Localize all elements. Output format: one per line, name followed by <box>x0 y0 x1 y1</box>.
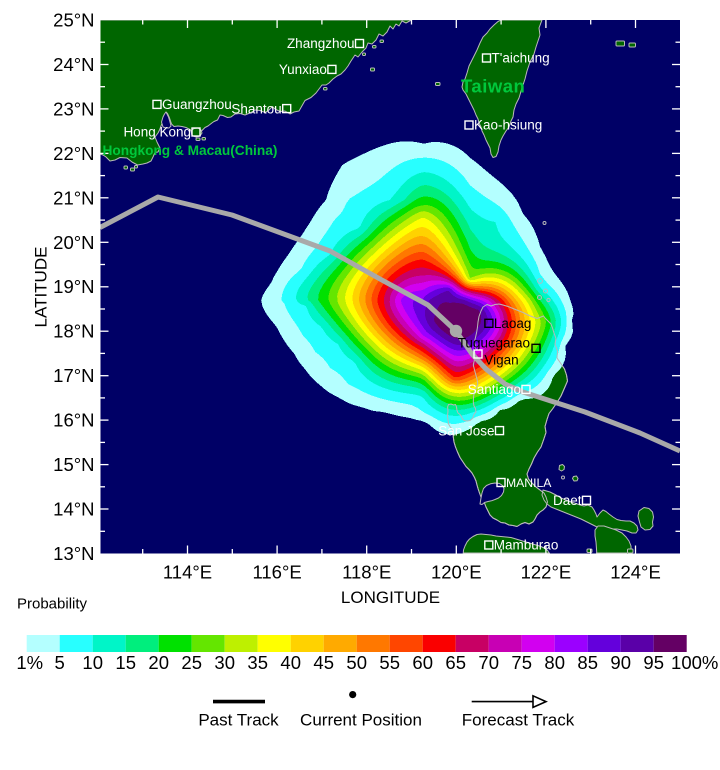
svg-text:15: 15 <box>115 652 136 673</box>
svg-text:25: 25 <box>181 652 202 673</box>
svg-text:15°N: 15°N <box>53 454 94 475</box>
svg-text:19°N: 19°N <box>53 276 94 297</box>
svg-text:14°N: 14°N <box>53 499 94 520</box>
svg-text:122°E: 122°E <box>521 562 572 583</box>
svg-text:Current Position: Current Position <box>300 711 422 730</box>
svg-text:124°E: 124°E <box>610 562 661 583</box>
svg-text:35: 35 <box>247 652 268 673</box>
svg-text:13°N: 13°N <box>53 543 94 564</box>
svg-text:Shantou: Shantou <box>231 101 281 116</box>
svg-text:20°N: 20°N <box>53 232 94 253</box>
svg-text:LATITUDE: LATITUDE <box>32 247 51 328</box>
svg-text:118°E: 118°E <box>342 562 391 583</box>
svg-text:Zhangzhou: Zhangzhou <box>287 36 355 51</box>
svg-text:Vigan: Vigan <box>484 353 518 368</box>
svg-text:10: 10 <box>82 652 103 673</box>
svg-text:Hong Kong: Hong Kong <box>123 125 191 140</box>
svg-text:20: 20 <box>148 652 169 673</box>
svg-text:116°E: 116°E <box>252 562 301 583</box>
svg-text:60: 60 <box>412 652 433 673</box>
svg-text:LONGITUDE: LONGITUDE <box>341 588 440 607</box>
svg-text:25°N: 25°N <box>53 10 94 31</box>
svg-text:16°N: 16°N <box>53 410 94 431</box>
svg-text:30: 30 <box>214 652 235 673</box>
svg-text:18°N: 18°N <box>53 321 94 342</box>
svg-text:22°N: 22°N <box>53 143 94 164</box>
svg-text:120°E: 120°E <box>431 562 482 583</box>
svg-text:Tuguegarao: Tuguegarao <box>458 336 530 351</box>
svg-text:MANILA: MANILA <box>506 476 552 490</box>
svg-text:70: 70 <box>478 652 499 673</box>
svg-text:Guangzhou: Guangzhou <box>162 97 232 112</box>
svg-text:65: 65 <box>445 652 466 673</box>
svg-text:80: 80 <box>544 652 565 673</box>
svg-text:45: 45 <box>313 652 334 673</box>
svg-text:Probability: Probability <box>17 595 88 612</box>
svg-text:24°N: 24°N <box>53 54 94 75</box>
svg-text:Mamburao: Mamburao <box>494 538 559 553</box>
svg-text:Taiwan: Taiwan <box>461 76 525 97</box>
svg-text:T'aichung: T'aichung <box>492 51 550 66</box>
svg-text:1%: 1% <box>16 652 43 673</box>
svg-text:95: 95 <box>643 652 664 673</box>
svg-text:5: 5 <box>55 652 65 673</box>
svg-text:23°N: 23°N <box>53 98 94 119</box>
svg-text:Daet: Daet <box>553 493 582 508</box>
svg-text:Yunxiao: Yunxiao <box>279 62 327 77</box>
svg-text:Laoag: Laoag <box>494 316 532 331</box>
svg-text:40: 40 <box>280 652 301 673</box>
svg-text:21°N: 21°N <box>53 187 94 208</box>
svg-text:Past Track: Past Track <box>198 711 279 730</box>
svg-text:Forecast Track: Forecast Track <box>462 711 575 730</box>
svg-text:114°E: 114°E <box>163 562 212 583</box>
svg-text:San Jose: San Jose <box>438 423 494 438</box>
svg-text:17°N: 17°N <box>53 365 94 386</box>
svg-text:55: 55 <box>379 652 400 673</box>
svg-text:Santiago: Santiago <box>468 382 521 397</box>
svg-text:Kao-hsiung: Kao-hsiung <box>474 118 542 133</box>
svg-text:90: 90 <box>610 652 631 673</box>
svg-text:50: 50 <box>346 652 367 673</box>
svg-text:100%: 100% <box>671 652 718 673</box>
svg-text:75: 75 <box>511 652 532 673</box>
svg-text:Hongkong & Macau(China): Hongkong & Macau(China) <box>103 143 278 158</box>
svg-text:85: 85 <box>577 652 598 673</box>
